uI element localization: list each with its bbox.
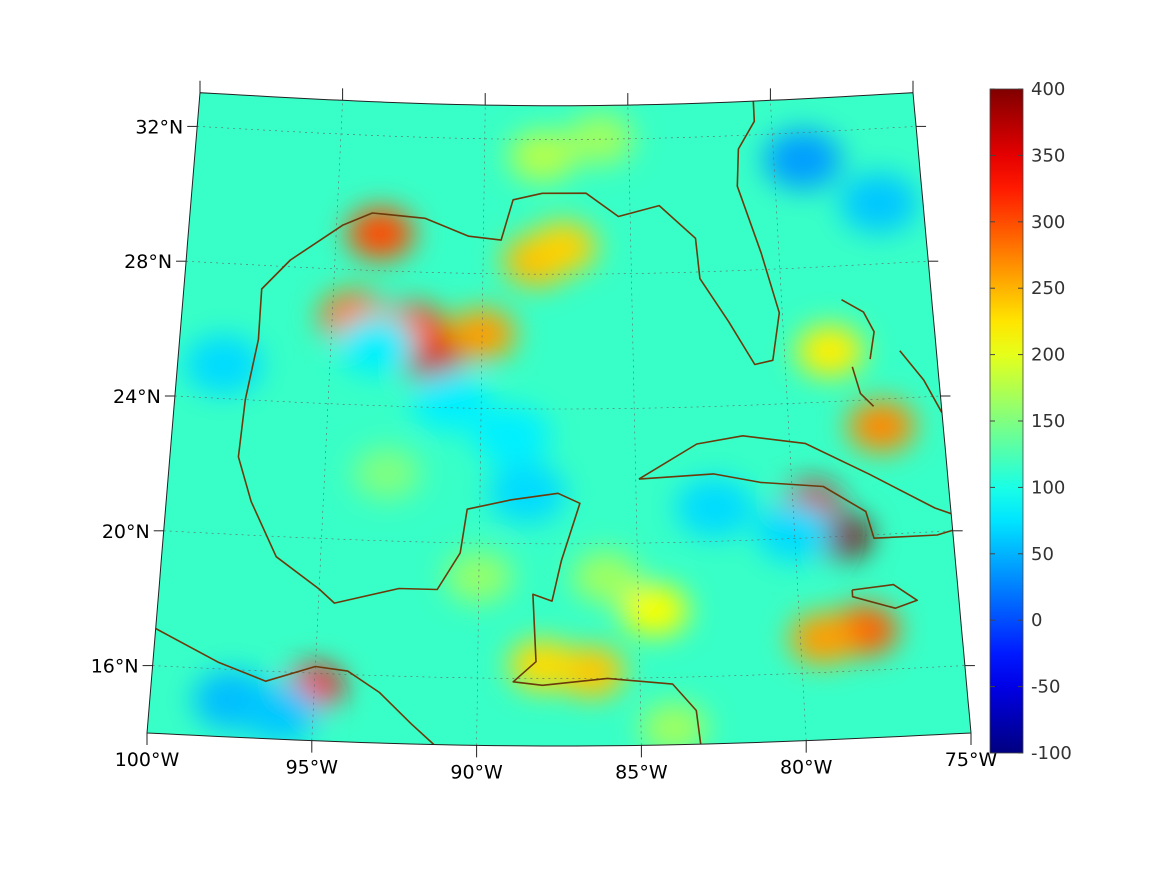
lon-label: 75°W [945,749,998,771]
field-features [184,113,918,746]
field-feature [508,639,577,692]
lon-label: 100°W [115,749,180,771]
coastline-segment [841,299,875,360]
field-feature [353,447,421,500]
data-field [147,92,971,746]
colorbar-ticks: 400 350 300 250 200 150 100 50 0 -50 -100 [990,79,1072,764]
field-feature [620,584,689,637]
colorbar-label: 200 [1031,345,1065,366]
field-feature [241,682,320,743]
colorbar-label: 50 [1031,544,1054,565]
meridian-line [770,100,807,741]
meridian-line [311,100,343,741]
field-feature [529,221,597,274]
lon-label: 95°W [286,757,339,779]
field-feature [755,501,834,562]
lat-label: 28°N [124,251,172,273]
colorbar-label: 300 [1031,212,1065,233]
field-feature [640,701,708,746]
coastline-segment [851,366,875,407]
lat-label: 32°N [135,116,183,138]
colorbar-label: 150 [1031,411,1065,432]
parallel-line [174,395,941,410]
field-feature [763,129,842,190]
colorbar-label: 250 [1031,278,1065,299]
lon-label: 85°W [615,761,668,783]
field-feature [346,207,415,260]
field-feature [847,400,916,453]
lon-label: 80°W [780,757,833,779]
coastline-segment [851,583,918,609]
field-feature [796,324,864,377]
field-feature [572,551,640,604]
colorbar-label: -100 [1031,743,1072,764]
colorbar-label: 400 [1031,79,1065,100]
lat-label: 20°N [102,521,150,543]
coastline-segment [155,627,435,746]
coastline-segment [899,350,943,414]
colorbar: 400 350 300 250 200 150 100 50 0 -50 -100 [989,79,1072,764]
colorbar-label: 0 [1031,610,1042,631]
lon-label: 90°W [450,761,503,783]
axis-labels: 32°N 28°N 24°N 20°N 16°N 100°W 95°W 90°W 85°W 80°… [91,80,998,783]
field-feature [839,172,918,233]
lat-label: 16°N [91,656,139,678]
colorbar-label: 350 [1031,145,1065,166]
field-feature [508,130,577,183]
field-feature [472,405,551,466]
field-feature [789,612,857,665]
coastline-segment [237,101,781,745]
field-feature [184,334,263,395]
field-feature [337,314,416,375]
colorbar-label: 100 [1031,477,1065,498]
colorbar-label: -50 [1031,677,1060,698]
field-feature [675,477,754,538]
parallel-line [186,260,929,275]
field-feature [411,371,490,432]
lat-label: 24°N [113,386,161,408]
field-feature [487,463,566,524]
field-feature [448,308,516,361]
